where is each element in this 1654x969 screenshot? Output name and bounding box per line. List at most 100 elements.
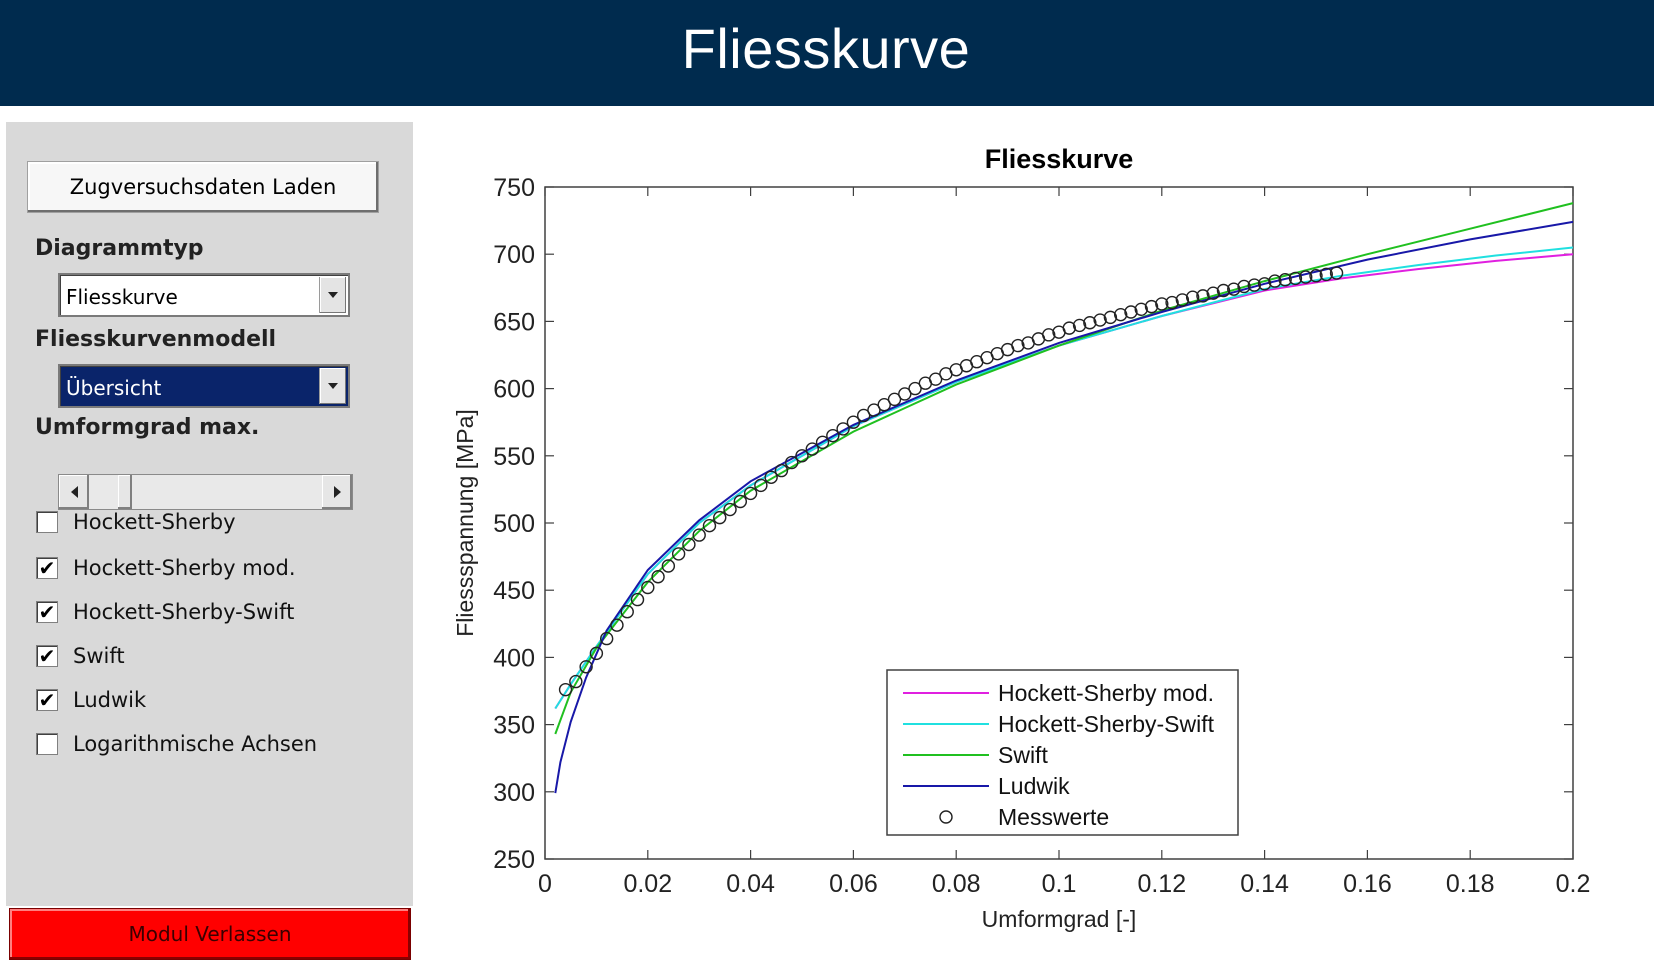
data-point <box>1288 271 1303 286</box>
data-point <box>671 547 686 561</box>
legend-box <box>886 669 1239 836</box>
data-point <box>713 510 727 525</box>
data-point <box>898 387 912 401</box>
data-point <box>1185 290 1200 304</box>
data-point <box>877 398 891 412</box>
app-title: Fliesskurve <box>681 16 971 80</box>
data-point <box>1124 305 1138 319</box>
legend-label: Ludwik <box>998 773 1070 799</box>
y-tick-label: 500 <box>493 510 535 538</box>
data-point <box>651 570 665 584</box>
flow-curve-model-label: Fliesskurvenmodell <box>35 327 277 352</box>
legend-label: Hockett-Sherby-Swift <box>998 711 1215 737</box>
x-tick-label: 0.06 <box>829 870 878 898</box>
data-point <box>1113 307 1128 322</box>
data-point <box>856 408 871 423</box>
exit-module-button[interactable]: Modul Verlassen <box>9 908 411 960</box>
data-point <box>846 415 861 429</box>
data-point <box>1155 297 1169 311</box>
data-point <box>1165 295 1179 310</box>
data-point <box>682 537 696 552</box>
checkbox-row[interactable]: ✔ Ludwik <box>36 686 146 714</box>
data-point <box>1175 293 1190 307</box>
checkbox-label: Hockett-Sherby <box>73 510 236 534</box>
data-point <box>1257 277 1272 291</box>
legend-label: Messwerte <box>998 804 1109 830</box>
data-point <box>733 494 748 509</box>
checkbox-label: Ludwik <box>73 688 147 712</box>
x-tick-label: 0.12 <box>1137 870 1186 898</box>
slider-right-arrow-icon[interactable] <box>322 475 352 509</box>
checkbox[interactable] <box>36 511 58 533</box>
data-point <box>1196 289 1210 303</box>
app-header: Fliesskurve <box>0 0 1654 106</box>
chevron-down-icon[interactable] <box>319 277 346 313</box>
checkbox[interactable]: ✔ <box>36 689 58 711</box>
data-point <box>1134 302 1148 317</box>
y-tick-label: 400 <box>493 644 535 672</box>
data-point <box>569 674 583 689</box>
series-line <box>554 202 1574 735</box>
legend-marker <box>939 810 953 824</box>
x-axis-label: Umformgrad [-] <box>982 906 1137 932</box>
data-point <box>1093 313 1107 327</box>
data-point <box>1042 328 1056 342</box>
checkbox-row[interactable]: ✔ Hockett-Sherby-Swift <box>36 598 294 626</box>
x-tick-label: 0.18 <box>1446 870 1495 898</box>
x-tick-label: 0.02 <box>623 870 672 898</box>
flow-curve-model-value: Übersicht <box>66 376 162 400</box>
legend-label: Swift <box>998 742 1048 768</box>
y-tick-label: 250 <box>493 846 535 874</box>
checkmark-icon: ✔ <box>38 600 56 624</box>
load-tensile-data-button[interactable]: Zugversuchsdaten Laden <box>27 161 379 213</box>
data-point <box>785 455 799 470</box>
data-point <box>1247 278 1262 292</box>
checkbox[interactable]: ✔ <box>36 557 58 579</box>
checkmark-icon: ✔ <box>38 688 56 712</box>
checkbox-row[interactable]: ✔ Hockett-Sherby mod. <box>36 554 296 582</box>
checkbox-label: Swift <box>73 644 125 668</box>
flow-curve-model-select[interactable]: Übersicht <box>58 364 350 408</box>
data-point <box>1329 266 1344 280</box>
data-point <box>928 372 943 386</box>
data-point <box>579 660 593 674</box>
data-point <box>754 478 768 493</box>
data-point <box>826 428 840 443</box>
data-point <box>1072 318 1087 333</box>
checkbox-label: Hockett-Sherby mod. <box>73 556 296 580</box>
y-tick-label: 300 <box>493 779 535 807</box>
x-tick-label: 0.16 <box>1343 870 1392 898</box>
x-tick-label: 0 <box>538 870 552 898</box>
data-point <box>589 646 604 661</box>
checkbox-row[interactable]: Logarithmische Achsen <box>36 730 317 758</box>
data-point <box>1237 279 1251 294</box>
y-tick-label: 700 <box>493 241 535 269</box>
checkbox-label: Hockett-Sherby-Swift <box>73 600 295 624</box>
diagram-type-value: Fliesskurve <box>66 285 178 309</box>
slider-left-arrow-icon[interactable] <box>59 475 89 509</box>
flow-curve-chart: 0 0.02 0.04 0.06 0.08 0.1 0.12 0.14 0.16 0.18 0.2 2… <box>452 144 1590 932</box>
checkbox[interactable]: ✔ <box>36 601 58 623</box>
checkbox-row[interactable]: ✔ Swift <box>36 642 125 670</box>
data-point <box>1103 310 1118 325</box>
data-point <box>764 470 778 485</box>
checkbox[interactable] <box>36 733 58 755</box>
y-tick-label: 650 <box>493 308 535 336</box>
chevron-down-icon[interactable] <box>319 368 346 404</box>
chart-title: Fliesskurve <box>985 144 1134 174</box>
y-tick-label: 350 <box>493 712 535 740</box>
strain-max-slider[interactable] <box>58 474 353 510</box>
data-point <box>1319 267 1333 282</box>
diagram-type-select[interactable]: Fliesskurve <box>58 273 350 317</box>
slider-thumb[interactable] <box>117 475 132 509</box>
data-point <box>1309 269 1323 283</box>
data-point <box>610 618 624 632</box>
checkbox-row[interactable]: Hockett-Sherby <box>36 508 236 536</box>
y-tick-label: 600 <box>493 376 535 404</box>
data-point <box>620 605 634 619</box>
data-point <box>1062 321 1076 335</box>
x-tick-label: 0.08 <box>932 870 981 898</box>
checkbox[interactable]: ✔ <box>36 645 58 667</box>
data-point <box>1206 286 1220 300</box>
data-point <box>867 403 881 417</box>
